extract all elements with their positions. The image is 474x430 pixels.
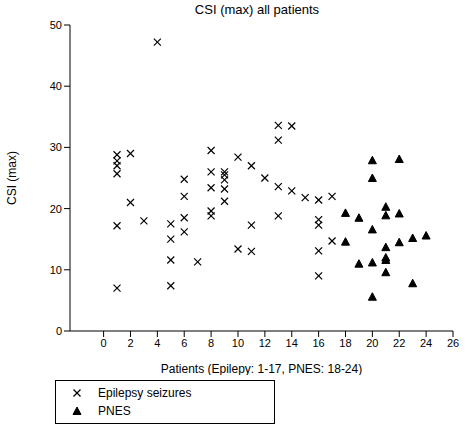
html-text:Epilepsy seizures: Epilepsy seizures bbox=[98, 386, 192, 400]
svg-text:2: 2 bbox=[127, 337, 133, 349]
html-text:PNES: PNES bbox=[98, 404, 131, 418]
svg-text:14: 14 bbox=[286, 337, 298, 349]
svg-text:16: 16 bbox=[312, 337, 324, 349]
svg-text:30: 30 bbox=[50, 141, 62, 153]
svg-text:CSI (max): CSI (max) bbox=[8, 151, 19, 205]
svg-text:24: 24 bbox=[420, 337, 432, 349]
svg-text:18: 18 bbox=[339, 337, 351, 349]
svg-text:0: 0 bbox=[101, 337, 107, 349]
svg-text:40: 40 bbox=[50, 80, 62, 92]
svg-text:12: 12 bbox=[259, 337, 271, 349]
svg-text:50: 50 bbox=[50, 19, 62, 31]
svg-text:Patients (Epilepy: 1-17, PNES:: Patients (Epilepy: 1-17, PNES: 18-24) bbox=[161, 362, 362, 375]
html-text:CSI (max) all patients: CSI (max) all patients bbox=[194, 2, 320, 17]
svg-text:20: 20 bbox=[50, 203, 62, 215]
svg-text:6: 6 bbox=[181, 337, 187, 349]
svg-text:10: 10 bbox=[50, 264, 62, 276]
svg-text:4: 4 bbox=[154, 337, 160, 349]
svg-text:22: 22 bbox=[393, 337, 405, 349]
svg-text:26: 26 bbox=[447, 337, 459, 349]
svg-text:0: 0 bbox=[56, 325, 62, 337]
svg-text:10: 10 bbox=[232, 337, 244, 349]
svg-text:20: 20 bbox=[366, 337, 378, 349]
svg-text:8: 8 bbox=[208, 337, 214, 349]
